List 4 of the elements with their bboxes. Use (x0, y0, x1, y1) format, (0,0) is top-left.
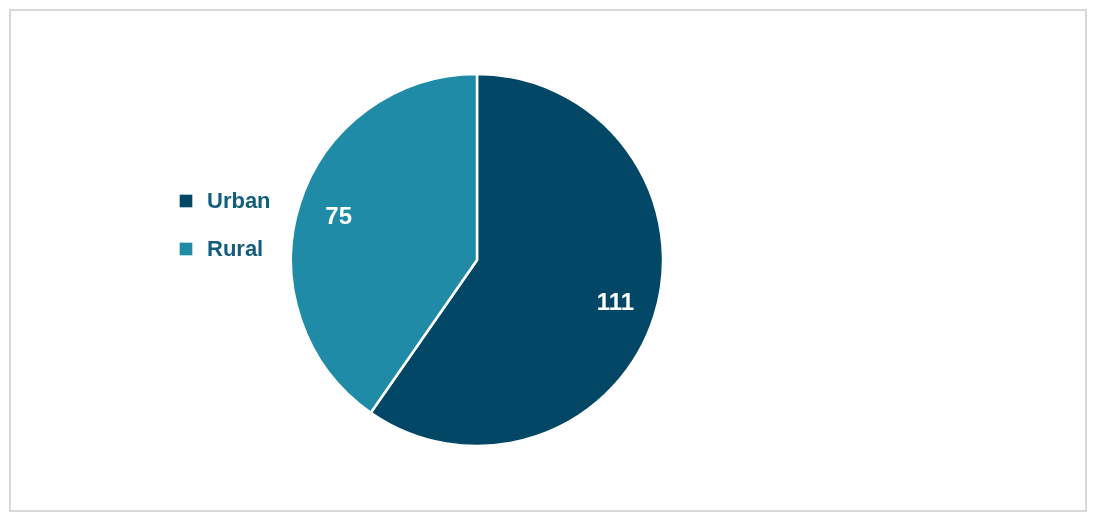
legend-label: Urban (207, 188, 271, 213)
data-label: 111 (596, 288, 635, 316)
data-label: 75 (325, 201, 352, 229)
legend-label: Rural (207, 236, 264, 261)
